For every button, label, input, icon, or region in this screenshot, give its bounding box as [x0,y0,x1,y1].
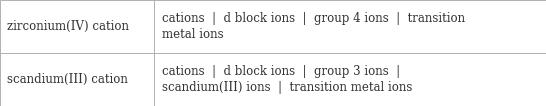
Text: zirconium(IV) cation: zirconium(IV) cation [7,20,128,33]
Text: cations  |  d block ions  |  group 4 ions  |  transition
metal ions: cations | d block ions | group 4 ions | … [162,12,465,41]
Text: cations  |  d block ions  |  group 3 ions  |
scandium(III) ions  |  transition m: cations | d block ions | group 3 ions | … [162,65,413,94]
Text: scandium(III) cation: scandium(III) cation [7,73,127,86]
